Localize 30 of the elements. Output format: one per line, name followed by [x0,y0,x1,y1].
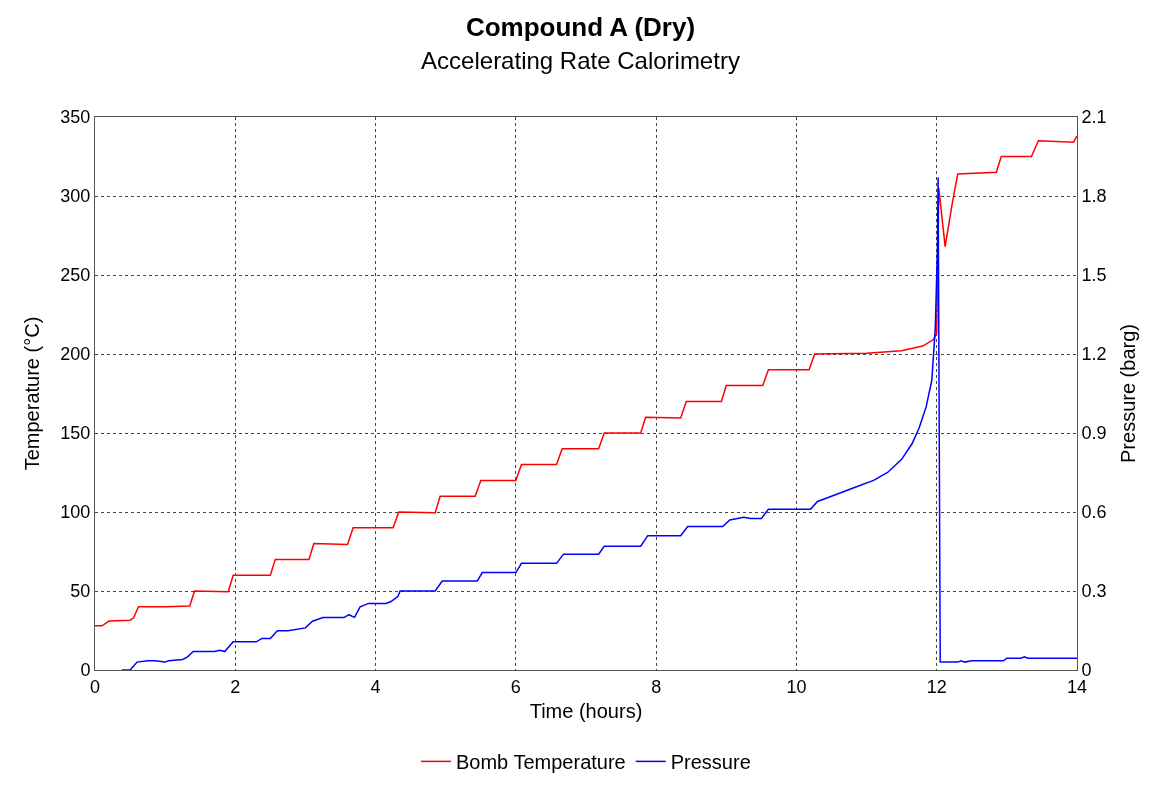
y-axis-title: Temperature (°C) [20,316,43,471]
legend-label: Bomb Temperature [456,751,626,774]
y-tick-label: 200 [60,344,91,365]
y-tick-label: 50 [70,581,91,602]
y-tick-label: 0 [80,660,91,681]
y2-tick-label: 0.3 [1081,581,1107,602]
x-tick-label: 2 [230,676,241,697]
y-tick-label: 100 [60,502,91,523]
chart-subtitle: Accelerating Rate Calorimetry [421,47,740,75]
y-tick-label: 150 [60,423,91,444]
y2-tick-label: 1.8 [1081,186,1107,207]
x-axis-title: Time (hours) [529,700,643,723]
x-tick-label: 10 [786,676,807,697]
y2-tick-label: 1.2 [1081,344,1107,365]
x-tick-label: 8 [651,676,662,697]
y2-tick-label: 2.1 [1081,107,1107,128]
y-tick-label: 300 [60,186,91,207]
x-tick-label: 4 [370,676,381,697]
y2-axis-title: Pressure (barg) [1117,324,1140,463]
y-tick-label: 250 [60,265,91,286]
y2-tick-label: 0.6 [1081,502,1107,523]
x-tick-label: 6 [510,676,521,697]
y2-tick-label: 0.9 [1081,423,1107,444]
y-tick-label: 350 [60,107,91,128]
legend-label: Pressure [670,751,751,774]
line-series [120,176,1077,670]
y2-tick-label: 1.5 [1081,265,1107,286]
line-series [95,135,1077,627]
x-tick-label: 12 [926,676,947,697]
chart-title: Compound A (Dry) [465,11,696,42]
